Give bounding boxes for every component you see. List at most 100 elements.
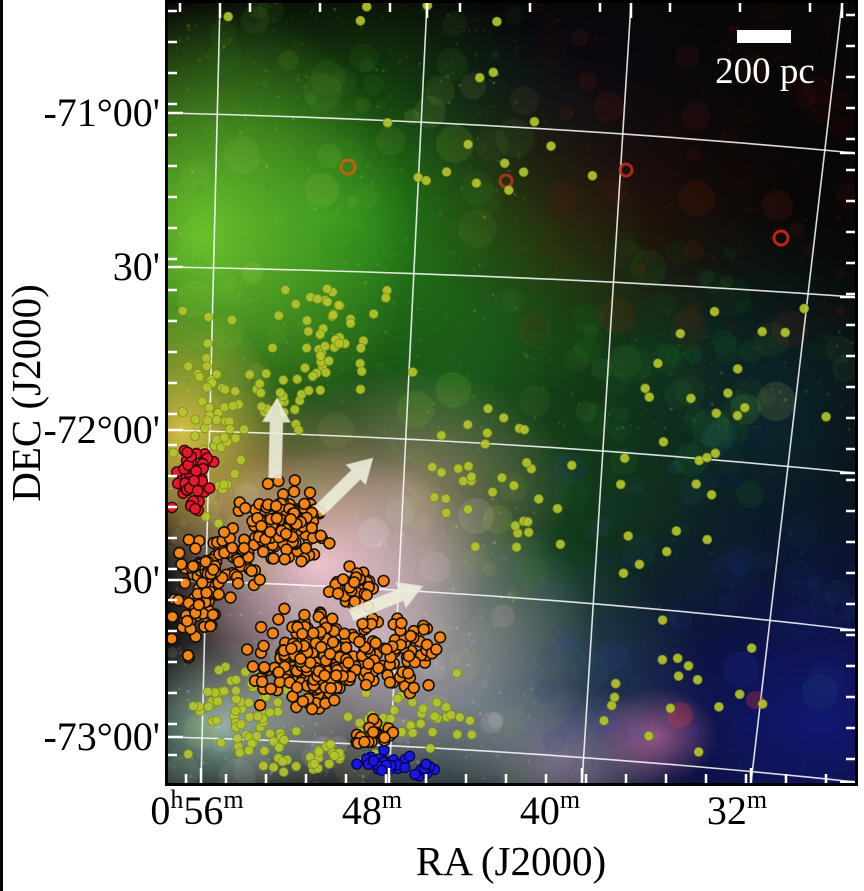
x-tick-label: 32m (706, 784, 768, 833)
data-point-orange-sample-main-body (224, 591, 237, 604)
direction-arrow (347, 581, 424, 622)
data-point-olive-dots-field-clusters (510, 520, 521, 531)
data-point-olive-dots-field-clusters (301, 342, 312, 353)
grid-line-dec (168, 112, 855, 154)
data-point-red-sample-west-edge (189, 502, 202, 515)
data-point-olive-dots-field-clusters (436, 430, 447, 441)
data-point-olive-dots-field-clusters (234, 747, 245, 758)
data-point-blue-sample-south (409, 768, 421, 781)
data-point-orange-sample-main-body (342, 656, 355, 669)
data-point-orange-sample-main-body (433, 631, 447, 644)
series-orange-sample-main-body (168, 474, 447, 750)
data-point-olive-dots-field-clusters (392, 693, 403, 704)
data-point-orange-sample-main-body (290, 681, 304, 694)
data-point-olive-dots-field-clusters (683, 660, 694, 671)
data-point-blue-sample-south (367, 755, 380, 767)
data-point-olive-dots-field-clusters (702, 452, 713, 463)
data-point-olive-dots-field-clusters (345, 318, 356, 329)
data-point-olive-dots-field-clusters (334, 338, 345, 349)
data-point-orange-sample-main-body (326, 635, 340, 649)
data-point-olive-dots-field-clusters (315, 385, 326, 396)
data-point-olive-dots-field-clusters (303, 385, 314, 396)
data-point-olive-dots-field-clusters (529, 116, 540, 127)
data-point-olive-dots-field-clusters (451, 668, 462, 679)
nebula-red-ring (339, 158, 357, 176)
data-point-olive-dots-field-clusters (329, 750, 340, 761)
data-point-olive-dots-field-clusters (609, 692, 620, 703)
data-point-olive-dots-field-clusters (640, 383, 651, 394)
data-point-orange-sample-main-body (246, 660, 260, 673)
data-point-olive-dots-field-clusters (462, 504, 473, 515)
data-point-olive-dots-field-clusters (673, 671, 684, 682)
data-point-olive-dots-field-clusters (587, 170, 598, 181)
data-point-olive-dots-field-clusters (261, 368, 272, 379)
data-point-orange-sample-main-body (270, 512, 284, 525)
y-tick-label: -71°00' (43, 90, 160, 135)
data-point-blue-sample-south (351, 758, 363, 770)
data-point-olive-dots-field-clusters (201, 382, 212, 393)
data-point-olive-dots-field-clusters (226, 314, 237, 325)
series-olive-dots-field-clusters (168, 3, 832, 778)
data-point-olive-dots-field-clusters (239, 424, 250, 435)
data-point-olive-dots-field-clusters (212, 696, 223, 707)
data-point-orange-sample-main-body (430, 643, 443, 656)
data-point-olive-dots-field-clusters (230, 705, 241, 716)
data-point-olive-dots-field-clusters (361, 3, 372, 12)
data-point-orange-sample-main-body (314, 529, 328, 542)
data-point-orange-sample-main-body (245, 564, 258, 578)
data-point-olive-dots-field-clusters (356, 366, 367, 377)
data-point-olive-dots-field-clusters (224, 424, 235, 435)
data-point-olive-dots-field-clusters (201, 361, 212, 372)
data-point-olive-dots-field-clusters (693, 747, 704, 758)
data-point-olive-dots-field-clusters (218, 479, 229, 490)
data-point-olive-dots-field-clusters (219, 432, 230, 443)
data-point-orange-sample-main-body (294, 652, 307, 665)
data-point-olive-dots-field-clusters (452, 729, 463, 740)
data-point-olive-dots-field-clusters (657, 654, 668, 665)
data-point-orange-sample-main-body (372, 661, 385, 675)
data-point-olive-dots-field-clusters (235, 454, 246, 465)
data-point-olive-dots-field-clusters (321, 283, 332, 294)
data-point-orange-sample-main-body (200, 586, 213, 600)
data-point-olive-dots-field-clusters (441, 702, 452, 713)
data-point-orange-sample-main-body (330, 669, 343, 682)
data-point-orange-sample-main-body (284, 513, 298, 526)
data-point-orange-sample-main-body (196, 576, 209, 589)
data-point-olive-dots-field-clusters (213, 665, 224, 676)
y-tick-label: 30' (112, 244, 160, 289)
data-point-olive-dots-field-clusters (355, 15, 366, 26)
data-point-olive-dots-field-clusters (429, 492, 440, 503)
data-point-olive-dots-field-clusters (445, 710, 456, 721)
data-point-olive-dots-field-clusters (211, 715, 222, 726)
data-point-orange-sample-main-body (255, 519, 268, 533)
data-point-orange-sample-main-body (307, 626, 320, 640)
data-point-orange-sample-main-body (402, 649, 416, 663)
data-point-olive-dots-field-clusters (219, 686, 230, 697)
data-point-orange-sample-main-body (255, 675, 269, 688)
data-point-olive-dots-field-clusters (417, 703, 428, 714)
data-point-orange-sample-main-body (264, 525, 277, 539)
data-point-olive-dots-field-clusters (223, 11, 234, 22)
data-point-orange-sample-main-body (340, 641, 353, 654)
data-point-olive-dots-field-clusters (333, 300, 344, 311)
data-point-olive-dots-field-clusters (458, 476, 469, 487)
data-point-olive-dots-field-clusters (368, 308, 379, 319)
data-point-orange-sample-main-body (182, 533, 195, 546)
data-point-olive-dots-field-clusters (757, 699, 768, 710)
data-point-olive-dots-field-clusters (342, 711, 353, 722)
data-point-olive-dots-field-clusters (440, 493, 451, 504)
data-point-orange-sample-main-body (287, 485, 301, 498)
data-point-olive-dots-field-clusters (454, 712, 465, 723)
data-point-olive-dots-field-clusters (303, 326, 314, 337)
data-point-red-sample-west-edge (203, 482, 216, 494)
nebula-red-ring (772, 229, 790, 247)
series-blue-sample-south (351, 744, 441, 782)
data-point-olive-dots-field-clusters (211, 415, 222, 426)
data-point-orange-sample-main-body (404, 629, 417, 643)
data-point-orange-sample-main-body (395, 616, 408, 630)
data-point-orange-sample-main-body (285, 642, 298, 655)
data-point-olive-dots-field-clusters (722, 388, 733, 399)
data-point-olive-dots-field-clusters (421, 175, 432, 186)
direction-arrow (261, 397, 292, 479)
data-point-red-sample-west-edge (188, 474, 201, 487)
